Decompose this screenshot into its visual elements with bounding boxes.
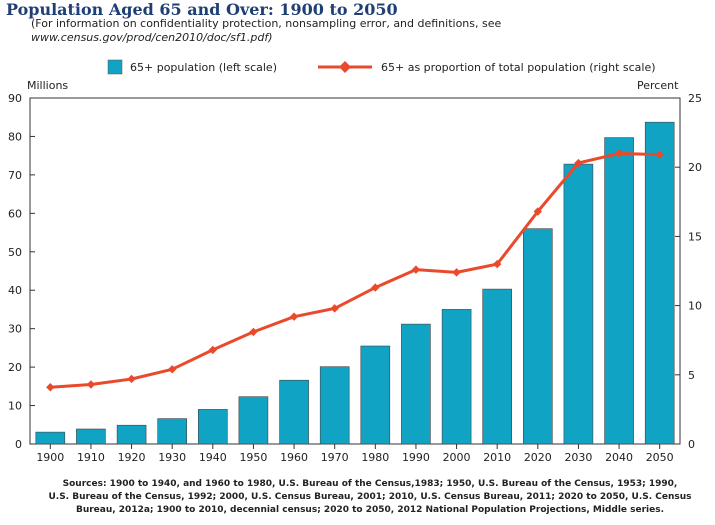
x-tick-label: 1940	[199, 451, 227, 464]
bar-1980	[360, 345, 391, 445]
chart-legend: 65+ population (left scale) 65+ as propo…	[107, 59, 656, 75]
right-tick-label: 10	[688, 300, 702, 313]
x-tick-label: 2010	[483, 451, 511, 464]
point-2000	[452, 268, 461, 277]
right-axis-label: Percent	[637, 79, 679, 92]
bar-1930	[157, 418, 187, 445]
x-axis: 1900 1910 1920 1930 1940 1950 1960 1970 1980 1990…	[36, 444, 674, 464]
source-line-3: Bureau, 2012a; 1900 to 2010, decennial c…	[75, 505, 665, 515]
point-1960	[289, 312, 299, 321]
left-tick-label: 0	[15, 438, 22, 451]
bar-2040	[604, 137, 634, 445]
right-tick-label: 25	[688, 92, 702, 105]
left-tick-label: 80	[8, 130, 22, 143]
x-tick-label: 2000	[443, 451, 471, 464]
point-1920	[127, 374, 136, 384]
x-tick-label: 1990	[402, 451, 430, 464]
bar-2000	[441, 309, 472, 445]
point-2010	[492, 259, 502, 269]
x-tick-label: 1900	[36, 451, 64, 464]
point-1970	[330, 304, 339, 313]
left-axis: 0 10 20 30 40 50 60 70 80 90	[8, 92, 35, 451]
right-axis: 0 5 10 15 20 25	[675, 92, 702, 451]
bar-1940	[198, 409, 228, 445]
x-tick-label: 1980	[361, 451, 389, 464]
point-2050	[655, 150, 664, 159]
x-tick-label: 1970	[321, 451, 349, 464]
legend-line-marker	[339, 61, 351, 73]
right-tick-label: 15	[688, 230, 702, 243]
line-series	[46, 149, 664, 392]
bar-2050	[644, 121, 675, 445]
source-note: Sources: 1900 to 1940, and 1960 to 1980,…	[40, 478, 700, 517]
left-axis-label: Millions	[27, 79, 68, 92]
x-tick-label: 1930	[158, 451, 186, 464]
point-1930	[167, 365, 177, 374]
left-tick-label: 60	[8, 207, 22, 220]
bar-2030	[563, 163, 594, 445]
chart-title: Population Aged 65 and Over: 1900 to 205…	[6, 0, 398, 19]
chart-canvas: 65+ population (left scale) 65+ as propo…	[8, 59, 702, 464]
bar-1900	[35, 431, 66, 445]
bar-1970	[319, 366, 350, 445]
x-tick-label: 1960	[280, 451, 308, 464]
point-2030	[574, 158, 583, 168]
right-tick-label: 0	[688, 438, 695, 451]
x-tick-label: 2020	[524, 451, 552, 464]
point-1900	[46, 383, 55, 392]
proportion-line	[50, 151, 660, 389]
right-tick-label: 20	[688, 161, 702, 174]
left-tick-label: 50	[8, 246, 22, 259]
bar-2010	[482, 288, 513, 445]
x-tick-label: 1920	[118, 451, 146, 464]
point-1910	[86, 380, 96, 389]
point-1940	[208, 345, 218, 355]
source-line-2: U.S. Bureau of the Census, 1992; 2000, U…	[48, 492, 692, 502]
legend-bar-swatch	[107, 59, 123, 75]
bar-2020	[522, 228, 553, 445]
bar-series	[35, 121, 675, 445]
left-tick-label: 30	[8, 323, 22, 336]
point-1950	[249, 327, 258, 337]
point-2040	[614, 149, 624, 158]
x-tick-label: 2030	[564, 451, 592, 464]
x-tick-label: 1950	[239, 451, 267, 464]
left-tick-label: 90	[8, 92, 22, 105]
subtitle-line-1: (For information on confidentiality prot…	[31, 17, 502, 30]
chart-subtitle: (For information on confidentiality prot…	[31, 17, 501, 45]
plot-area	[29, 97, 681, 445]
bar-1920	[116, 424, 147, 445]
bar-1950	[238, 396, 269, 445]
legend-line-label: 65+ as proportion of total population (r…	[381, 61, 656, 74]
bar-1910	[76, 428, 106, 445]
subtitle-url: www.census.gov/prod/cen2010/doc/sf1.pdf)	[31, 31, 273, 44]
left-tick-label: 70	[8, 169, 22, 182]
x-tick-label: 2050	[646, 451, 674, 464]
point-1990	[411, 265, 421, 274]
point-1980	[371, 283, 380, 292]
source-line-1: Sources: 1900 to 1940, and 1960 to 1980,…	[62, 479, 678, 489]
bar-1960	[279, 379, 309, 445]
point-2020	[533, 207, 543, 216]
right-tick-label: 5	[688, 369, 695, 382]
left-tick-label: 10	[8, 400, 22, 413]
x-tick-label: 1910	[77, 451, 105, 464]
bar-1990	[401, 323, 431, 445]
left-tick-label: 20	[8, 361, 22, 374]
x-tick-label: 2040	[605, 451, 633, 464]
left-tick-label: 40	[8, 284, 22, 297]
legend-bar-label: 65+ population (left scale)	[130, 61, 277, 74]
